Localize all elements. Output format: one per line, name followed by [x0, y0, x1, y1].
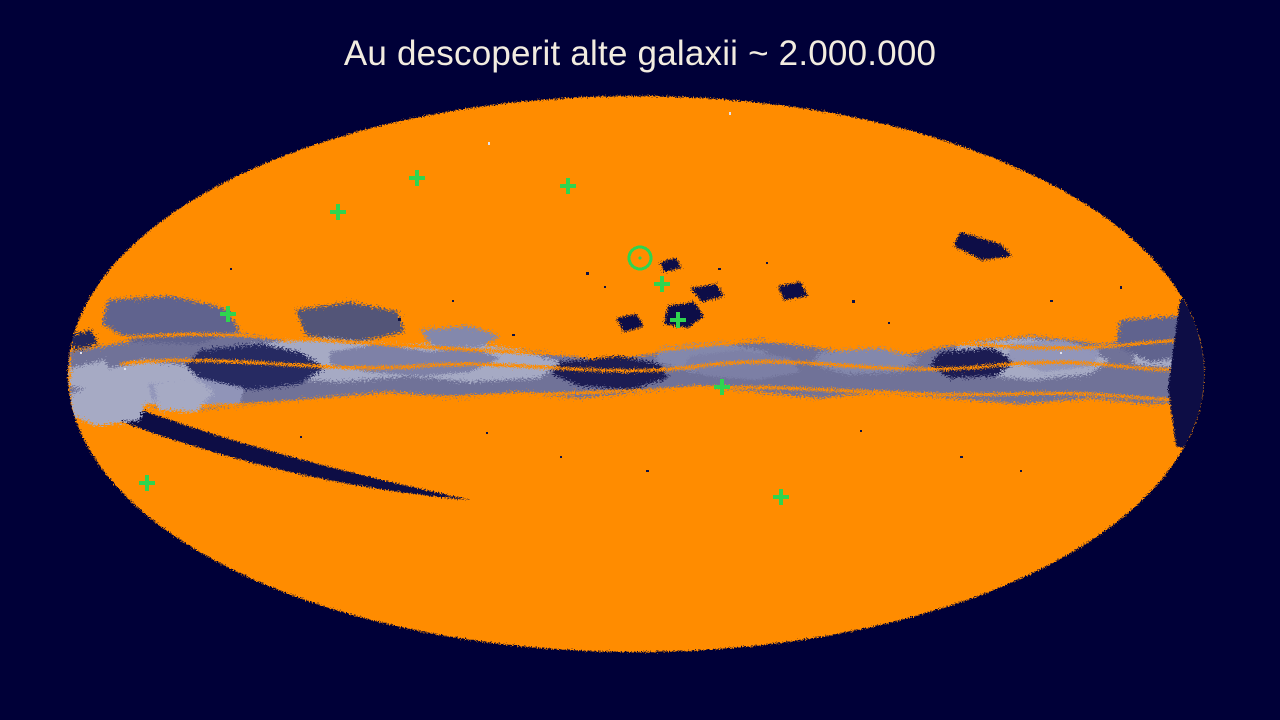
object-markers [139, 170, 789, 505]
survey-scan-gap [92, 404, 470, 500]
page-title: Au descoperit alte galaxii ~ 2.000.000 [343, 34, 937, 73]
marker-cross[interactable] [220, 306, 236, 322]
marker-cross[interactable] [409, 170, 425, 186]
left-limb-patches [68, 330, 214, 426]
marker-cross[interactable] [654, 276, 670, 292]
marker-circle[interactable] [627, 245, 653, 271]
marker-cross[interactable] [714, 379, 730, 395]
plane-edge-stipple [79, 332, 1204, 408]
marker-cross[interactable] [330, 204, 346, 220]
marker-cross[interactable] [560, 178, 576, 194]
marker-cross[interactable] [670, 312, 686, 328]
right-limb-rim [1168, 296, 1204, 452]
background-speckles [230, 262, 1122, 472]
marker-cross[interactable] [773, 489, 789, 505]
masked-regions [616, 232, 1012, 332]
marker-cross[interactable] [139, 475, 155, 491]
